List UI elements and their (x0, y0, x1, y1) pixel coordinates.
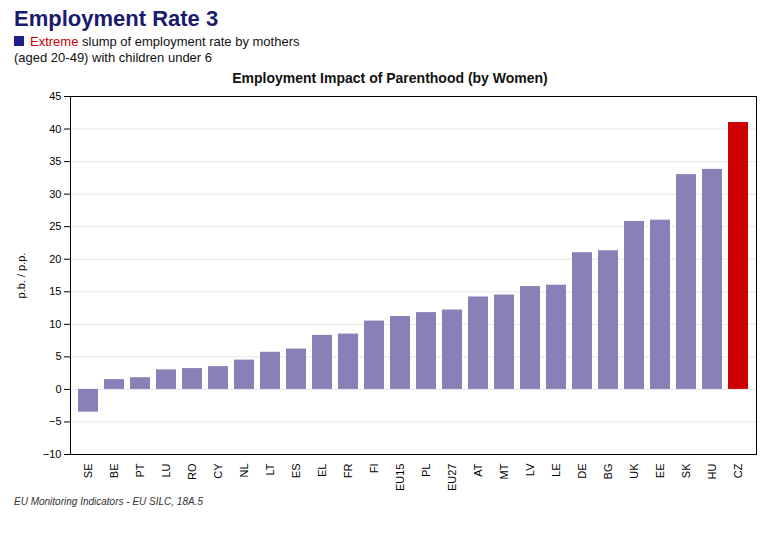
svg-text:ES: ES (290, 464, 302, 479)
svg-text:5: 5 (55, 350, 61, 362)
html-text:EU Monitoring Indicators - EU: EU Monitoring Indicators - EU SILC, 18A.… (14, 496, 203, 507)
html-text:(aged 20-49) with children und: (aged 20-49) with children under 6 (14, 50, 212, 65)
svg-text:−5: −5 (49, 415, 62, 427)
svg-text:LV: LV (524, 463, 536, 476)
svg-text:SE: SE (82, 464, 94, 479)
svg-text:CY: CY (212, 463, 224, 479)
svg-text:0: 0 (55, 383, 61, 395)
html-text:Employment Rate 3: Employment Rate 3 (14, 6, 219, 31)
svg-text:10: 10 (49, 318, 61, 330)
svg-text:AT: AT (472, 463, 484, 477)
svg-text:NL: NL (238, 464, 250, 478)
svg-text:25: 25 (49, 220, 61, 232)
svg-text:SK: SK (680, 463, 692, 478)
svg-text:RO: RO (186, 463, 198, 480)
svg-text:15: 15 (49, 285, 61, 297)
svg-text:MT: MT (498, 463, 510, 479)
svg-text:PL: PL (420, 464, 432, 477)
svg-text:EE: EE (654, 464, 666, 479)
svg-text:FR: FR (342, 463, 354, 478)
svg-text:35: 35 (49, 155, 61, 167)
svg-text:DE: DE (576, 464, 588, 479)
svg-text:LU: LU (160, 463, 172, 477)
svg-text:45: 45 (49, 90, 61, 102)
svg-text:EU15: EU15 (394, 464, 406, 492)
svg-text:p.b. / p.p.: p.b. / p.p. (15, 253, 27, 299)
svg-text:EU27: EU27 (446, 464, 458, 492)
svg-text:HU: HU (706, 463, 718, 479)
svg-text:20: 20 (49, 253, 61, 265)
svg-text:30: 30 (49, 188, 61, 200)
svg-text:40: 40 (49, 123, 61, 135)
svg-text:EL: EL (316, 464, 328, 477)
html-text:Extreme slump of employment ra: Extreme slump of employment rate by moth… (30, 34, 300, 49)
svg-text:BG: BG (602, 464, 614, 480)
svg-text:PT: PT (134, 463, 146, 477)
svg-text:LT: LT (264, 463, 276, 475)
svg-text:UK: UK (628, 463, 640, 479)
svg-text:BE: BE (108, 464, 120, 479)
html-text:Employment Impact of Parenthoo: Employment Impact of Parenthood (by Wome… (232, 70, 548, 86)
svg-text:CZ: CZ (732, 463, 744, 478)
svg-text:LE: LE (550, 464, 562, 477)
svg-text:FI: FI (368, 464, 380, 474)
svg-text:−10: −10 (43, 448, 62, 460)
